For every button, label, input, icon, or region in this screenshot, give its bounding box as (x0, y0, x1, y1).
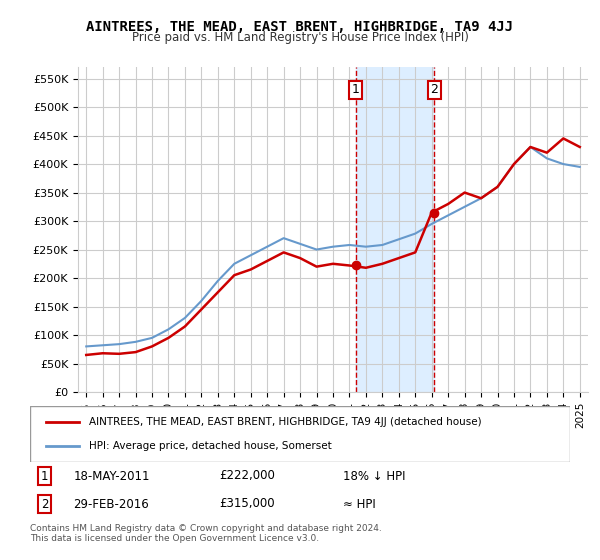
Text: HPI: Average price, detached house, Somerset: HPI: Average price, detached house, Some… (89, 441, 332, 451)
Text: 29-FEB-2016: 29-FEB-2016 (73, 497, 149, 511)
Text: 1: 1 (352, 83, 359, 96)
Bar (356, 67, 434, 392)
Text: £315,000: £315,000 (219, 497, 275, 511)
Text: ≈ HPI: ≈ HPI (343, 497, 376, 511)
Text: Price paid vs. HM Land Registry's House Price Index (HPI): Price paid vs. HM Land Registry's House … (131, 31, 469, 44)
FancyBboxPatch shape (30, 406, 570, 462)
Text: 2: 2 (430, 83, 438, 96)
Text: 2: 2 (41, 497, 48, 511)
Text: £222,000: £222,000 (219, 469, 275, 483)
Text: AINTREES, THE MEAD, EAST BRENT, HIGHBRIDGE, TA9 4JJ: AINTREES, THE MEAD, EAST BRENT, HIGHBRID… (86, 20, 514, 34)
Text: 18-MAY-2011: 18-MAY-2011 (73, 469, 150, 483)
Text: 1: 1 (41, 469, 48, 483)
Text: 18% ↓ HPI: 18% ↓ HPI (343, 469, 406, 483)
Text: Contains HM Land Registry data © Crown copyright and database right 2024.
This d: Contains HM Land Registry data © Crown c… (30, 524, 382, 543)
Text: AINTREES, THE MEAD, EAST BRENT, HIGHBRIDGE, TA9 4JJ (detached house): AINTREES, THE MEAD, EAST BRENT, HIGHBRID… (89, 417, 482, 427)
